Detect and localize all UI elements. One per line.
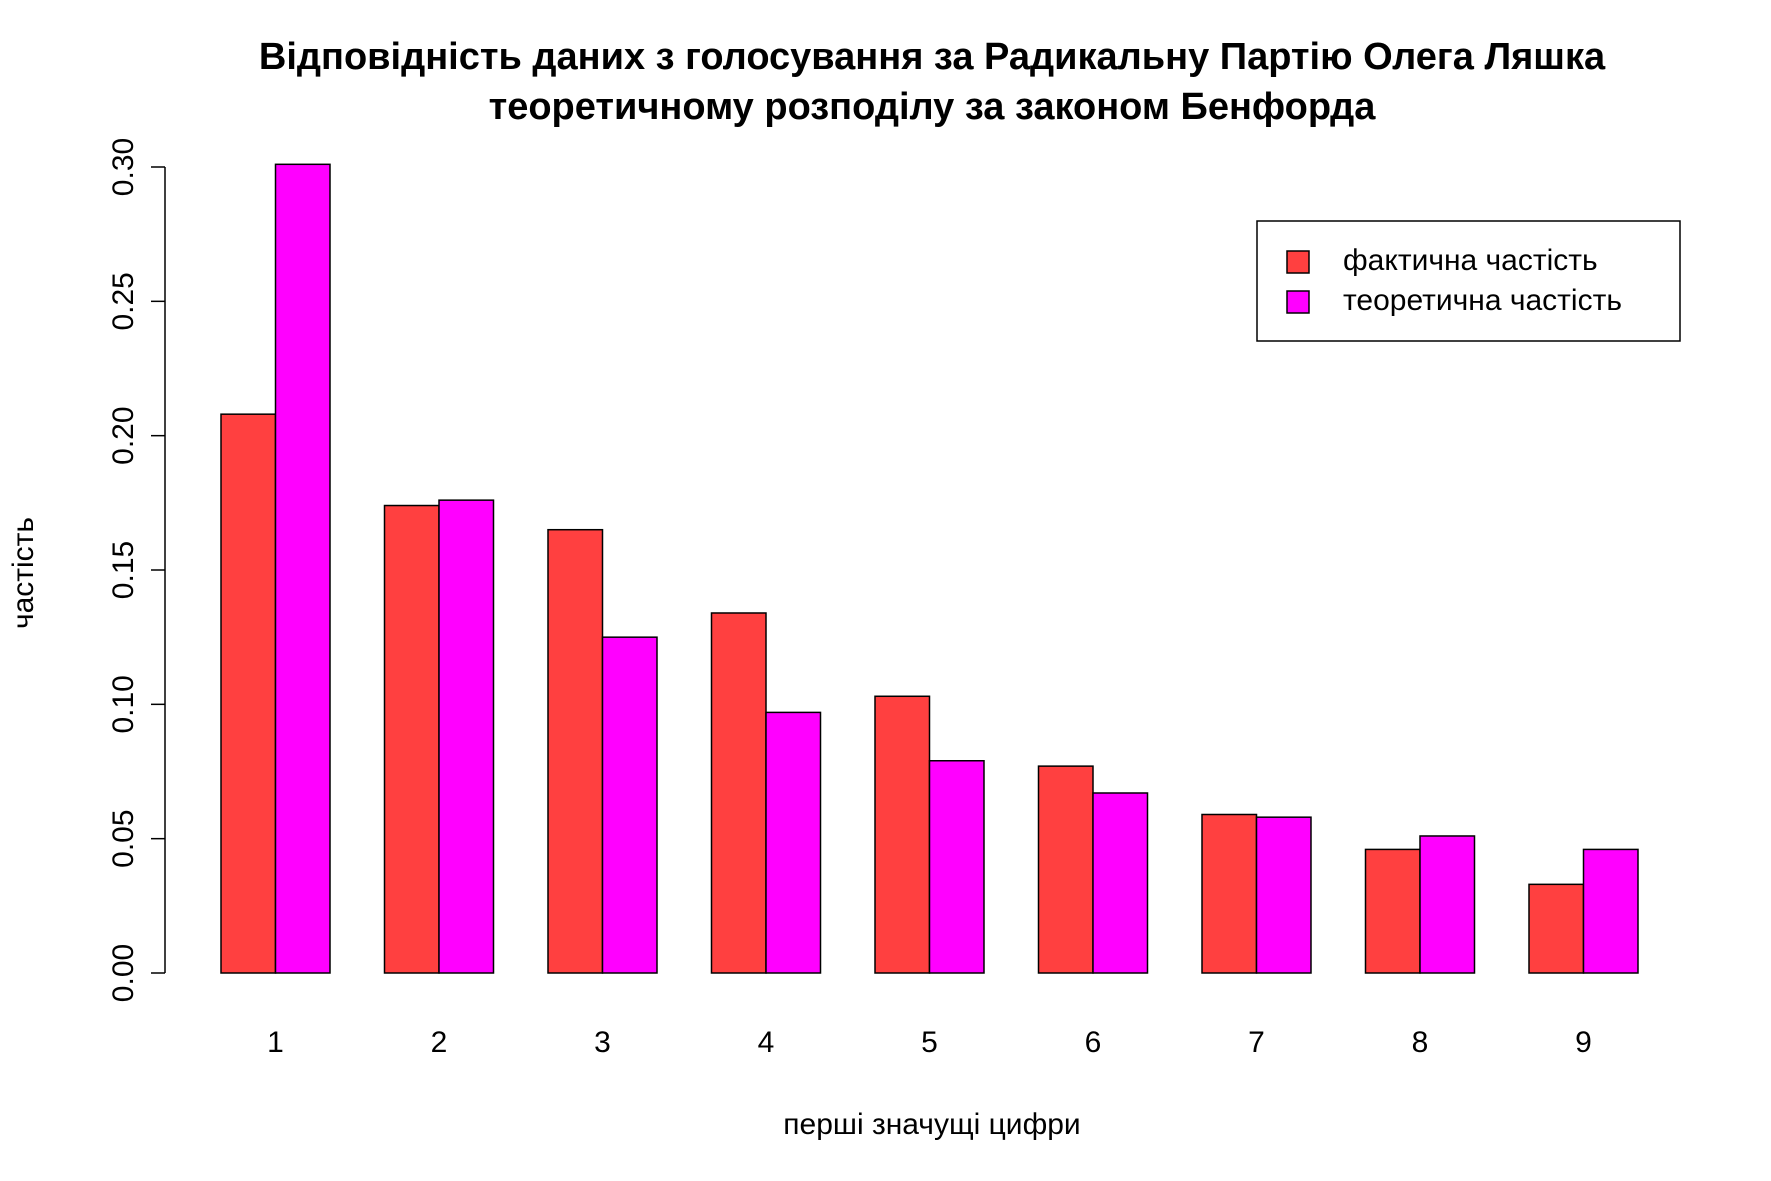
x-tick-label: 5 <box>921 1026 938 1059</box>
bar <box>220 413 277 974</box>
bar <box>874 695 931 974</box>
bar <box>1364 848 1421 974</box>
bar <box>710 612 767 974</box>
legend-label: фактична частість <box>1343 244 1598 277</box>
legend-label: теоретична частість <box>1343 284 1622 317</box>
bar <box>547 528 604 974</box>
x-tick-label: 7 <box>1248 1026 1265 1059</box>
x-tick-label: 4 <box>758 1026 775 1059</box>
y-tick-label: 0.20 <box>107 406 140 464</box>
bar <box>1255 816 1312 974</box>
x-tick-label: 6 <box>1085 1026 1102 1059</box>
bar <box>1582 848 1639 974</box>
bar <box>765 711 822 974</box>
chart-title: теоретичному розподілу за законом Бенфор… <box>489 86 1377 128</box>
bar <box>1528 883 1585 974</box>
y-tick-label: 0.00 <box>107 944 140 1002</box>
x-tick-label: 8 <box>1412 1026 1429 1059</box>
x-tick-label: 9 <box>1575 1026 1592 1059</box>
bar <box>1201 813 1258 974</box>
bar <box>274 163 331 974</box>
y-tick-label: 0.25 <box>107 272 140 330</box>
bar <box>383 504 440 974</box>
legend-box <box>1256 220 1681 342</box>
bar <box>601 636 658 974</box>
bar <box>1037 765 1094 974</box>
bar <box>1419 835 1476 974</box>
y-tick-label: 0.05 <box>107 809 140 867</box>
y-tick-label: 0.10 <box>107 675 140 733</box>
bar <box>438 499 495 974</box>
bar <box>1092 792 1149 974</box>
chart-title: Відповідність даних з голосування за Рад… <box>259 36 1606 78</box>
x-axis-label: перші значущі цифри <box>783 1108 1080 1141</box>
bar <box>928 760 985 974</box>
legend-swatch <box>1286 250 1310 274</box>
y-axis-label: частість <box>7 517 40 629</box>
x-tick-label: 3 <box>594 1026 611 1059</box>
x-tick-label: 2 <box>431 1026 448 1059</box>
x-tick-label: 1 <box>267 1026 284 1059</box>
legend-swatch <box>1286 290 1310 314</box>
y-tick-label: 0.30 <box>107 138 140 196</box>
y-tick-label: 0.15 <box>107 541 140 599</box>
